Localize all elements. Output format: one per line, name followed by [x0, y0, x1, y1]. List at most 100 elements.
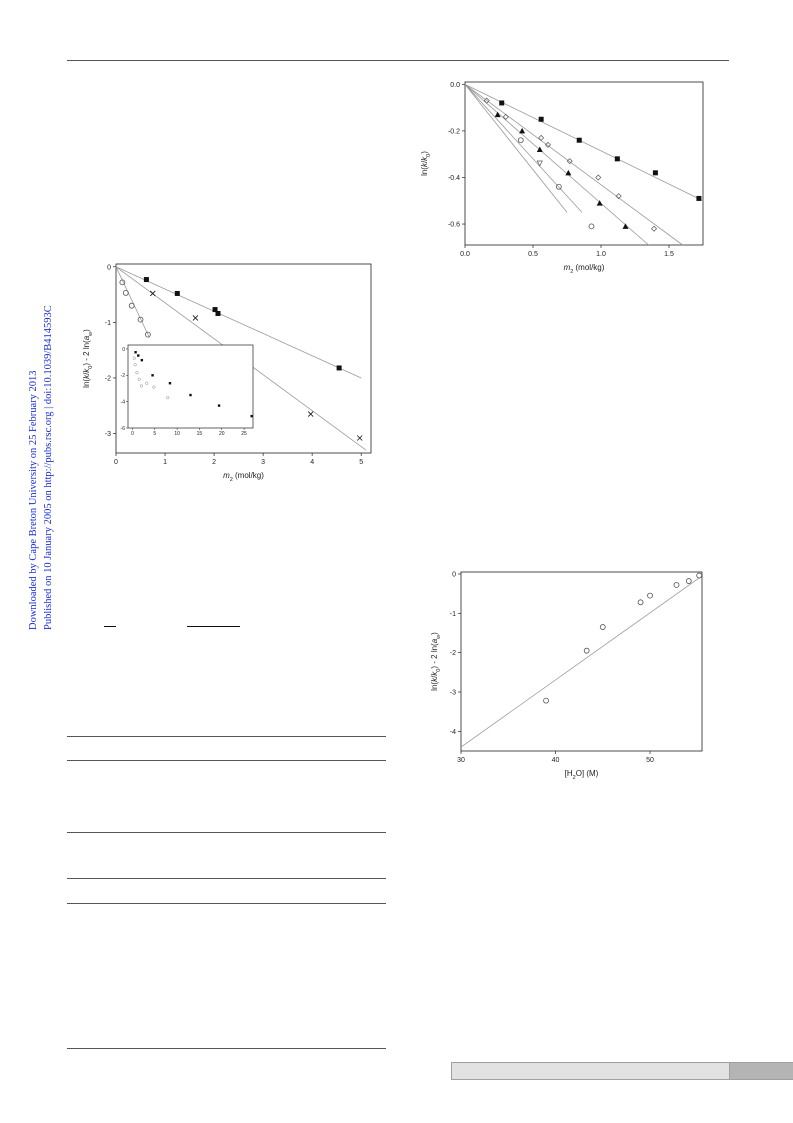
inset-square-marker [140, 358, 144, 362]
data-series [464, 84, 595, 230]
cross-marker [356, 435, 363, 441]
circle-marker [696, 572, 703, 579]
circle-marker [673, 582, 680, 588]
x-tick-label: 1.5 [664, 251, 674, 258]
data-series [464, 83, 704, 202]
square-marker [614, 156, 620, 162]
square-marker [696, 195, 702, 201]
square-marker [576, 137, 582, 143]
y-tick-label: 0 [452, 571, 456, 578]
provenance-note: Downloaded by Cape Breton University on … [26, 70, 74, 630]
square-marker [215, 310, 221, 316]
square-marker [499, 100, 505, 106]
square-marker [652, 170, 658, 176]
table-rule [67, 878, 386, 879]
y-tick-label: -3 [105, 431, 111, 438]
x-tick-label: 4 [310, 459, 314, 466]
y-tick-label: -0.4 [448, 175, 460, 182]
circle-marker [128, 302, 135, 309]
data-series [464, 84, 568, 213]
x-tick-label: 0 [114, 459, 118, 466]
footer-page-tab [730, 1062, 793, 1080]
inset-square-marker [189, 393, 192, 397]
diamond-marker [538, 134, 545, 141]
inset-x-tick-label: 10 [174, 431, 180, 437]
plot-frame [115, 263, 372, 454]
published-note[interactable]: Published on 10 January 2005 on http://p… [43, 305, 54, 630]
diamond-marker [651, 225, 658, 232]
circle-marker [543, 697, 549, 704]
x-axis-label: m2 (mol/kg) [564, 263, 605, 275]
fit-line [464, 84, 568, 213]
x-tick-label: 0.0 [460, 251, 470, 258]
circle-marker [685, 578, 692, 584]
circle-marker [637, 599, 644, 606]
inset-series [134, 351, 253, 418]
circle-marker [599, 624, 606, 630]
y-axis-label: ln(k/k0) - 2 ln(aw) [430, 632, 442, 691]
data-series [115, 266, 362, 379]
fit-line [464, 83, 704, 202]
x-tick-label: 50 [646, 757, 654, 764]
inset-series [132, 356, 170, 400]
y-axis-label: ln(k/k0) - 2 ln(aw) [82, 329, 94, 388]
inset-y-tick-label: -4 [121, 399, 126, 405]
data-series [464, 84, 683, 246]
fit-line [115, 266, 150, 338]
diamond-marker [483, 97, 490, 104]
circle-marker [583, 647, 590, 654]
y-tick-label: -0.6 [448, 222, 460, 229]
inset-circle-marker [145, 381, 149, 385]
y-tick-label: -1 [450, 611, 456, 618]
inset-circle-marker [152, 385, 156, 389]
circle-marker [119, 279, 126, 286]
figure-left-plot: 0 1 2 3 4 5 0 -1 -2 -3 m2 (mol/kg) ln(k/k0) - 2 ln(… [82, 263, 372, 483]
x-tick-label: 40 [552, 757, 560, 764]
footer-bar [451, 1062, 730, 1080]
inset-x-tick-label: 25 [241, 431, 247, 437]
cross-marker [307, 411, 314, 417]
inset-square-marker [250, 414, 253, 418]
table-rule [67, 736, 386, 737]
fit-line [464, 84, 583, 213]
circle-marker [137, 316, 144, 323]
inset-y-tick-label: 0 [122, 347, 125, 353]
inset-square-marker [134, 351, 137, 354]
diamond-marker [544, 141, 551, 148]
figure-bottom-right-plot: 30 40 50 0 -1 -2 -3 -4 [H2O] (M) ln(k/k0) - 2 ln(… [430, 571, 703, 781]
figure-top-right-plot: 0.0 0.5 1.0 1.5 0.0 -0.2 -0.4 -0.6 m2 (mol/kg) ln… [420, 81, 704, 275]
inset-circle-marker [166, 396, 170, 400]
triangle-marker [622, 223, 629, 229]
triangle-down-marker [536, 160, 543, 167]
square-marker [538, 116, 544, 122]
y-tick-label: -2 [105, 375, 111, 382]
table-rule [67, 903, 386, 904]
y-tick-label: -0.2 [448, 128, 460, 135]
x-tick-label: 5 [359, 459, 363, 466]
y-axis-label: ln(k/k0) [420, 151, 432, 176]
circle-marker [517, 137, 524, 144]
triangle-marker [519, 127, 526, 134]
fit-line [115, 266, 362, 379]
table-rule [67, 1048, 386, 1049]
x-tick-label: 1.0 [596, 251, 606, 258]
header-rule [67, 60, 729, 61]
inset-x-tick-label: 15 [197, 431, 203, 437]
triangle-marker [596, 200, 603, 206]
circle-marker [122, 290, 129, 296]
circle-marker [144, 331, 151, 338]
x-tick-label: 3 [261, 459, 265, 466]
inset-y-tick-label: -2 [121, 373, 126, 379]
inset-x-tick-label: 20 [219, 431, 225, 437]
inset-x-tick-label: 0 [131, 431, 134, 437]
square-marker [212, 307, 218, 313]
y-tick-label: 0.0 [450, 82, 460, 89]
x-axis-label: [H2O] (M) [565, 769, 599, 781]
x-tick-label: 2 [212, 459, 216, 466]
equation-fraction-bar [104, 626, 116, 627]
data-series [115, 266, 151, 338]
inset-square-marker [217, 404, 221, 407]
plot-frame [464, 81, 704, 246]
diamond-marker [615, 193, 622, 200]
inset-circle-marker [132, 356, 136, 360]
